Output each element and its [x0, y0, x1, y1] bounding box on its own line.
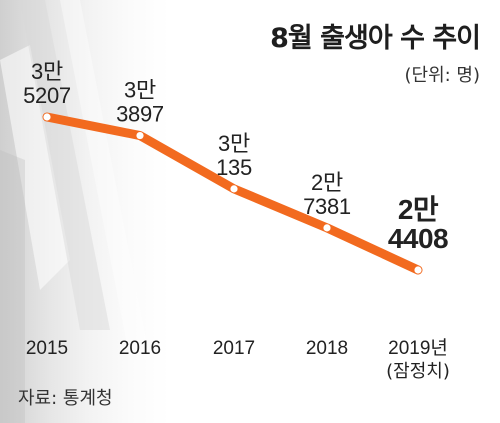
- data-label-2017: 3만 135: [216, 131, 252, 180]
- data-label-2016: 3만 3897: [116, 78, 164, 127]
- x-tick-label-2017: 2017: [213, 338, 255, 359]
- data-point-2018: [323, 224, 331, 232]
- data-label-2019: 2만 4408: [388, 194, 448, 254]
- unit-label: (단위: 명): [404, 65, 480, 86]
- x-tick-label-2019: 2019년: [388, 337, 448, 359]
- chart-title: 8월 출생아 수 추이: [270, 23, 481, 54]
- data-point-2017: [230, 185, 238, 193]
- data-label-2015: 3만 5207: [23, 59, 71, 108]
- data-point-2015: [43, 113, 51, 121]
- data-point-2016: [136, 131, 144, 140]
- x-tick-label-2016: 2016: [119, 338, 161, 359]
- x-tick-label-2018: 2018: [306, 338, 348, 359]
- data-point-2019: [414, 266, 422, 274]
- x-tick-label-2015: 2015: [26, 338, 68, 359]
- x-tick-note: (잠정치): [386, 361, 450, 382]
- data-label-2018: 2만 7381: [303, 170, 351, 219]
- source-note: 자료: 통계청: [18, 388, 113, 409]
